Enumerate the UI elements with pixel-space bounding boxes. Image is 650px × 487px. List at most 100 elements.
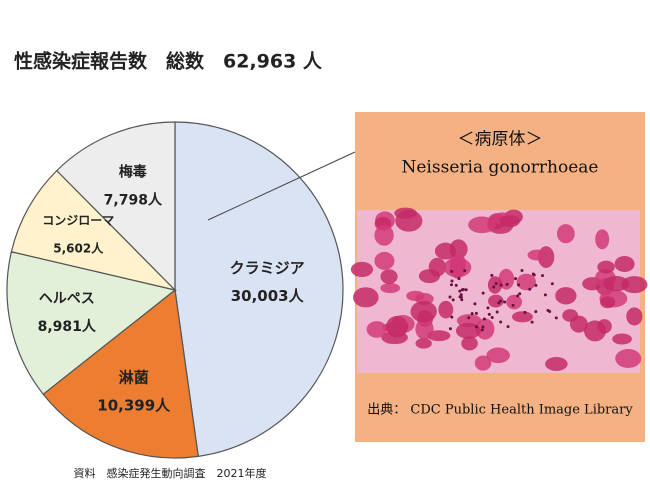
slice-label: 淋菌 [119,368,149,386]
pie-slice [10,169,177,292]
diplococcus [481,291,485,295]
cell [486,347,510,364]
diplococcus [458,289,462,293]
cell [380,283,401,294]
diplococcus [482,317,486,321]
cell [455,322,481,339]
diplococcus [514,277,518,281]
cell [512,311,533,323]
cell [443,257,472,278]
diplococcus [503,300,507,304]
diplococcus [460,298,464,302]
slice-value-label: 8,981人 [38,318,97,335]
diplococcus [451,298,455,302]
diplococcus [481,325,485,329]
cell [475,318,495,340]
diplococcus [494,281,498,285]
pie-slice [174,121,344,458]
panel-heading: ＜病原体＞ [458,130,543,150]
cell [612,333,632,345]
diplococcus [518,292,522,296]
cell [626,307,643,326]
slice-label: ヘルペス [39,291,95,307]
diplococcus [454,283,458,287]
source-note: 資料 感染症発生動向調査 2021年度 [74,466,267,480]
chart-title: 性感染症報告数 総数 62,963 人 [14,50,323,73]
diplococcus [487,312,491,316]
cell [488,294,504,308]
diplococcus [550,282,554,286]
cell [461,336,478,351]
cell [366,321,387,338]
cell [487,276,502,294]
cell [394,207,417,219]
cell [615,349,642,369]
diplococcus [449,283,453,287]
cell [499,215,520,228]
diplococcus [448,327,452,331]
diplococcus [450,269,454,273]
pie-slice [55,121,176,292]
cell [527,249,547,261]
callout-line [207,151,356,221]
slice-label: コンジローマ [42,213,114,227]
slice-value-label: 30,003人 [231,287,305,305]
diplococcus [473,302,477,306]
slice-label: クラミジア [230,259,305,277]
diplococcus [534,310,538,314]
slice-value-label: 10,399人 [97,396,171,414]
image-credit: 出典： CDC Public Health Image Library [367,403,633,418]
cell [468,216,496,234]
diplococcus [464,288,468,292]
cell [603,275,630,292]
pie-slice [42,288,199,459]
cell [556,224,575,244]
cell [410,300,437,323]
diplococcus [499,320,503,324]
cell [353,287,379,308]
diplococcus [548,309,552,313]
cell [555,287,577,305]
cell [386,315,409,338]
cell [434,242,457,260]
diplococcus [516,283,520,287]
diplococcus [495,310,499,314]
diplococcus [474,311,478,315]
diplococcus [450,279,454,283]
diplococcus [486,306,490,310]
diplococcus [450,315,454,319]
cell [415,318,434,340]
diplococcus [492,285,496,289]
micrograph [350,207,648,373]
diplococcus [470,312,474,316]
cell [600,296,616,309]
diplococcus [523,310,527,314]
diplococcus [458,295,462,299]
cell [380,269,398,284]
diplococcus [534,283,538,287]
diplococcus [541,274,545,278]
diplococcus [490,315,494,319]
diplococcus [511,303,515,307]
cell [374,251,395,270]
cell [545,356,568,371]
diplococcus [480,328,484,332]
diplococcus [520,268,524,272]
diplococcus [474,325,478,329]
organism-name: Neisseria gonorrhoeae [402,158,599,178]
cell [516,273,536,291]
slice-value-label: 7,798人 [104,191,163,208]
cell [506,294,522,310]
diplococcus [516,294,520,298]
diplococcus [506,325,510,329]
diplococcus [530,320,534,324]
diplococcus [554,316,558,320]
cell [406,290,425,301]
cell [597,260,615,274]
cell [595,229,610,250]
diplococcus [543,293,547,297]
cell [438,300,454,319]
diplococcus [463,269,467,273]
